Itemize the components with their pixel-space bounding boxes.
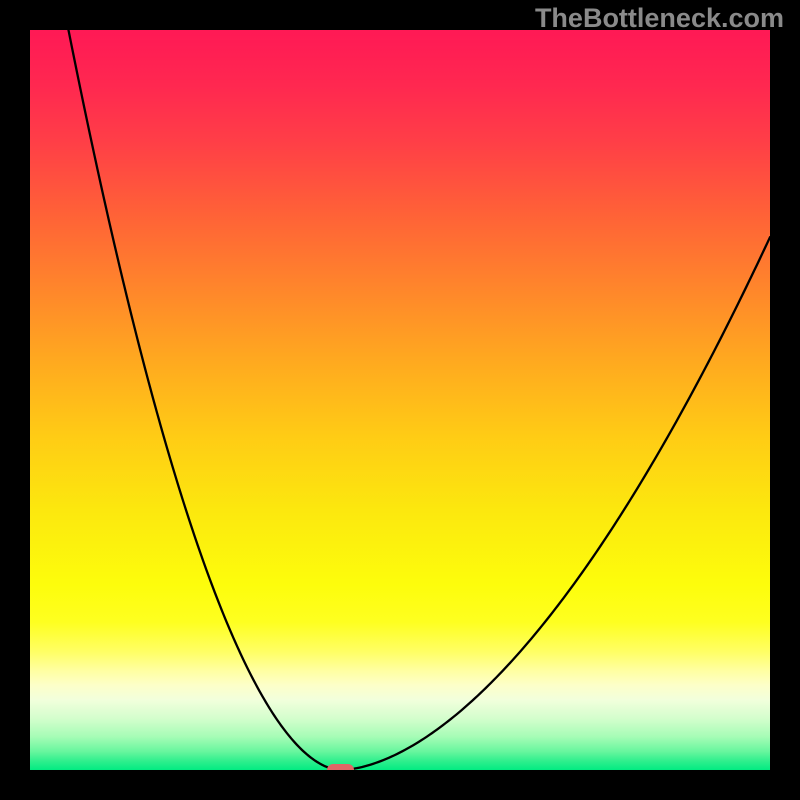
watermark-text: TheBottleneck.com bbox=[535, 3, 784, 34]
plot-area bbox=[30, 30, 770, 770]
bottleneck-curve bbox=[30, 30, 770, 770]
minimum-marker bbox=[327, 764, 354, 770]
chart-container: TheBottleneck.com bbox=[0, 0, 800, 800]
